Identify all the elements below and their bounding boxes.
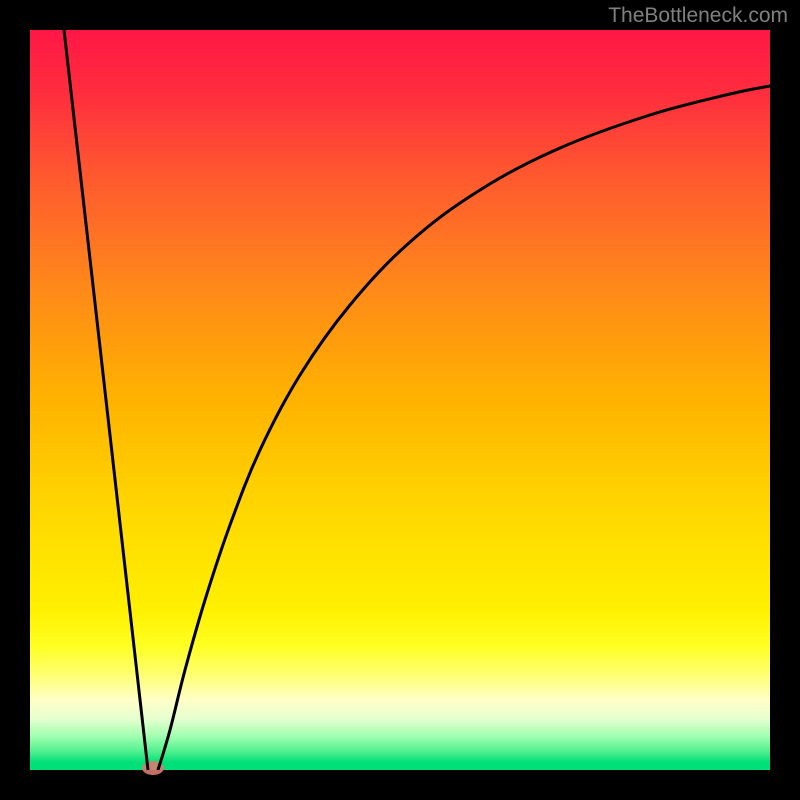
chart-plot-area <box>30 30 770 770</box>
gradient-background <box>30 30 770 770</box>
minimum-marker <box>142 761 164 775</box>
watermark-text: TheBottleneck.com <box>608 4 788 28</box>
